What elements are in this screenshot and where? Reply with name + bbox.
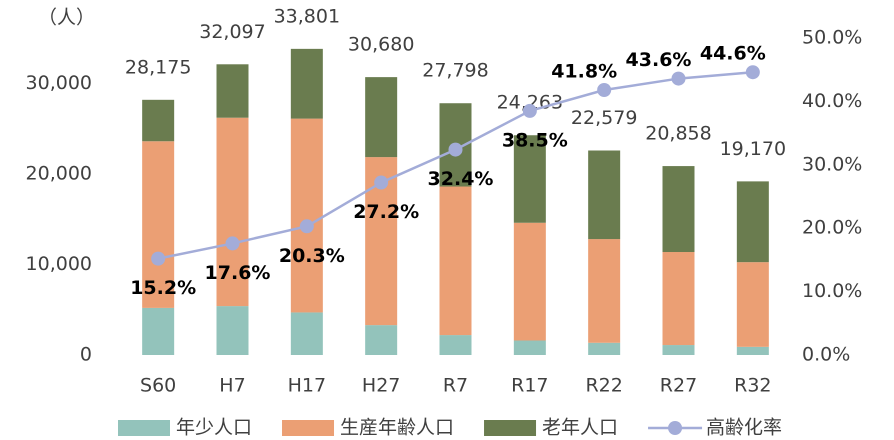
x-tick-label: R27 — [660, 375, 697, 397]
bar-segment — [290, 48, 323, 119]
y-tick-label: 0 — [80, 344, 92, 366]
bar-segment — [588, 239, 621, 343]
ratio-label: 27.2% — [353, 201, 419, 223]
ratio-label: 17.6% — [205, 262, 271, 284]
ratio-marker — [299, 219, 314, 234]
legend-swatch — [282, 420, 335, 436]
x-tick-label: R22 — [585, 375, 622, 397]
bar-segment — [142, 141, 175, 308]
y-tick-label: 20,000 — [26, 162, 92, 184]
x-tick-label: R17 — [511, 375, 548, 397]
total-label: 28,175 — [125, 56, 191, 78]
bar-segment — [736, 346, 769, 355]
ratio-label: 32.4% — [428, 168, 494, 190]
bar-segment — [290, 118, 323, 313]
bar-segment — [662, 252, 695, 346]
y2-tick-label: 10.0% — [802, 280, 862, 302]
y2-tick-label: 50.0% — [802, 27, 862, 49]
bar-segment — [142, 307, 175, 355]
bar-segment — [216, 64, 249, 118]
total-label: 30,680 — [348, 34, 414, 56]
bar-segment — [439, 186, 472, 336]
ratio-label: 15.2% — [130, 277, 196, 299]
ratio-marker — [374, 175, 389, 190]
x-tick-label: H17 — [288, 375, 326, 397]
ratio-label: 20.3% — [279, 245, 345, 267]
ratio-marker — [745, 65, 760, 80]
ratio-label: 44.6% — [700, 43, 766, 65]
total-label: 19,170 — [720, 138, 786, 160]
total-label: 27,798 — [422, 60, 488, 82]
ratio-marker — [225, 236, 240, 251]
y2-tick-label: 30.0% — [802, 153, 862, 175]
total-label: 20,858 — [645, 123, 711, 145]
y-tick-label: 30,000 — [26, 72, 92, 94]
bar-segment — [513, 135, 546, 223]
ratio-label: 43.6% — [626, 49, 692, 71]
bar-segment — [513, 340, 546, 355]
total-label: 22,579 — [571, 107, 637, 129]
ratio-marker — [671, 71, 686, 86]
legend-swatch — [118, 420, 170, 436]
y2-tick-label: 0.0% — [802, 344, 850, 366]
ratio-marker — [448, 142, 463, 157]
bar-segment — [513, 222, 546, 341]
ratio-label: 38.5% — [502, 129, 568, 151]
bar-segment — [662, 345, 695, 355]
y-tick-label: 10,000 — [26, 253, 92, 275]
ratio-marker — [597, 82, 612, 97]
bar-segment — [588, 150, 621, 240]
legend-label: 年少人口 — [176, 417, 252, 439]
bar-segment — [365, 77, 398, 158]
bar-segment — [290, 312, 323, 355]
legend-label: 高齢化率 — [706, 417, 782, 439]
bar-segment — [142, 99, 175, 142]
x-tick-label: R32 — [734, 375, 771, 397]
y2-tick-label: 40.0% — [802, 90, 862, 112]
bar-segment — [365, 325, 398, 355]
total-label: 24,263 — [497, 92, 563, 114]
x-tick-label: H27 — [362, 375, 400, 397]
x-tick-label: R7 — [443, 375, 468, 397]
x-tick-label: S60 — [140, 375, 176, 397]
bar-segment — [662, 166, 695, 253]
bar-segment — [588, 342, 621, 355]
legend-marker — [668, 421, 683, 435]
x-tick-label: H7 — [219, 375, 245, 397]
ratio-marker — [151, 251, 166, 266]
bar-segment — [736, 181, 769, 263]
legend-label: 生産年齢人口 — [340, 417, 454, 439]
ratio-marker — [522, 103, 537, 118]
legend-label: 老年人口 — [542, 417, 618, 439]
bar-segment — [216, 117, 249, 307]
legend-swatch — [484, 420, 537, 436]
bar-segment — [216, 306, 249, 355]
y-unit-label: （人） — [38, 7, 95, 29]
bar-segment — [439, 335, 472, 355]
ratio-label: 41.8% — [551, 60, 617, 82]
total-label: 33,801 — [274, 5, 340, 27]
total-label: 32,097 — [199, 21, 265, 43]
y2-tick-label: 20.0% — [802, 217, 862, 239]
bar-segment — [736, 262, 769, 347]
